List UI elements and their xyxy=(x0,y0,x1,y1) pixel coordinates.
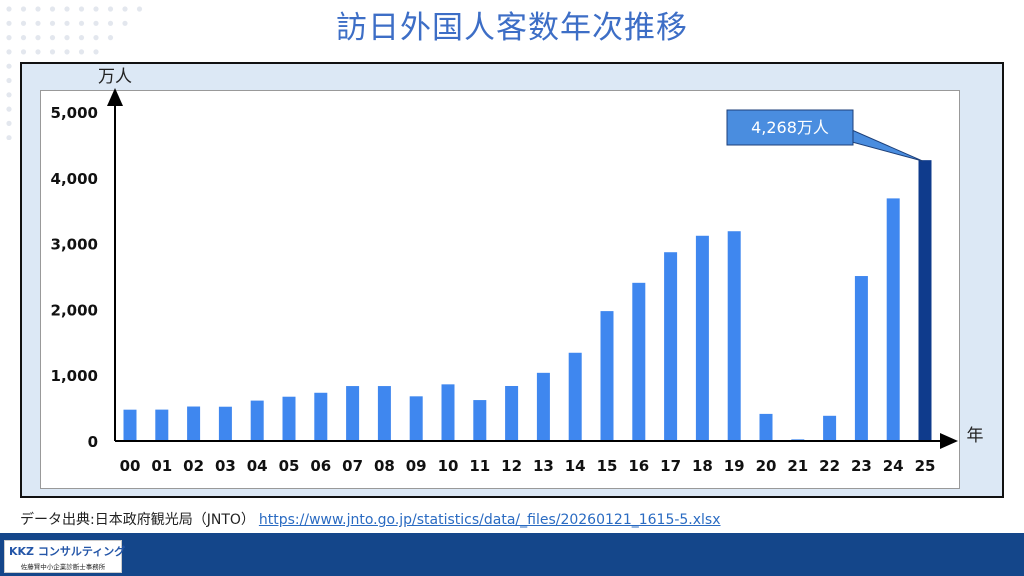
x-axis-label: 年 xyxy=(967,426,984,446)
y-tick-label: 4,000 xyxy=(51,170,98,188)
x-tick-label: 19 xyxy=(724,457,745,475)
x-tick-label: 05 xyxy=(279,457,300,475)
x-tick-label: 00 xyxy=(120,457,141,475)
bar-20 xyxy=(759,413,773,441)
x-tick-label: 02 xyxy=(183,457,204,475)
bar-25 xyxy=(918,160,932,442)
x-tick-label: 20 xyxy=(756,457,777,475)
bar-22 xyxy=(823,415,837,441)
bar-23 xyxy=(854,276,868,441)
company-logo: KKZ コンサルティング 佐藤賢中小企業診断士事務所 xyxy=(4,540,126,573)
x-tick-label: 13 xyxy=(533,457,554,475)
x-tick-label: 23 xyxy=(851,457,872,475)
bar-15 xyxy=(600,311,614,441)
x-tick-label: 22 xyxy=(819,457,840,475)
x-tick-label: 17 xyxy=(660,457,681,475)
x-tick-label: 10 xyxy=(438,457,459,475)
x-tick-label: 09 xyxy=(406,457,427,475)
bar-17 xyxy=(664,252,678,441)
y-tick-label: 3,000 xyxy=(51,236,98,254)
bar-01 xyxy=(155,409,169,441)
decorative-dots xyxy=(6,6,143,140)
bar-12 xyxy=(505,385,519,441)
bar-13 xyxy=(536,372,550,441)
source-link[interactable]: https://www.jnto.go.jp/statistics/data/_… xyxy=(258,512,721,528)
bar-02 xyxy=(187,406,201,441)
x-tick-label: 25 xyxy=(915,457,936,475)
x-tick-label: 14 xyxy=(565,457,586,475)
bar-04 xyxy=(250,400,264,441)
bar-06 xyxy=(314,392,328,441)
x-tick-label: 01 xyxy=(151,457,172,475)
x-tick-label: 06 xyxy=(310,457,331,475)
footer-bar xyxy=(0,533,1024,576)
bar-24 xyxy=(886,198,900,441)
y-tick-label: 2,000 xyxy=(51,301,98,319)
logo-subtitle: 佐藤賢中小企業診断士事務所 xyxy=(20,563,106,571)
y-tick-label: 0 xyxy=(88,433,98,451)
bar-09 xyxy=(409,396,423,441)
bar-19 xyxy=(727,231,741,441)
bar-14 xyxy=(568,352,582,441)
x-tick-label: 04 xyxy=(247,457,268,475)
bar-10 xyxy=(441,384,455,441)
bar-03 xyxy=(218,406,232,441)
x-tick-label: 03 xyxy=(215,457,236,475)
y-axis-label: 万人 xyxy=(98,67,132,87)
bar-05 xyxy=(282,396,296,441)
source-note: データ出典:日本政府観光局（JNTO） https://www.jnto.go.j… xyxy=(20,509,721,529)
page-title: 訪日外国人客数年次推移 xyxy=(336,10,688,46)
x-tick-label: 08 xyxy=(374,457,395,475)
x-tick-label: 21 xyxy=(787,457,808,475)
bar-18 xyxy=(695,235,709,441)
x-tick-label: 11 xyxy=(469,457,490,475)
bar-07 xyxy=(346,386,360,441)
bar-16 xyxy=(632,282,646,441)
callout-box xyxy=(726,109,854,146)
y-tick-label: 1,000 xyxy=(51,367,98,385)
logo-name: KKZ コンサルティング xyxy=(9,545,126,558)
x-tick-label: 15 xyxy=(597,457,618,475)
callout-pointer xyxy=(851,129,924,162)
bar-08 xyxy=(377,386,391,441)
source-label: データ出典:日本政府観光局（JNTO） xyxy=(20,512,255,528)
x-tick-label: 07 xyxy=(342,457,363,475)
y-tick-label: 5,000 xyxy=(51,104,98,122)
bar-00 xyxy=(123,409,137,441)
x-tick-label: 24 xyxy=(883,457,904,475)
x-tick-label: 16 xyxy=(628,457,649,475)
bar-11 xyxy=(473,400,487,441)
x-tick-label: 12 xyxy=(501,457,522,475)
callout-text: 4,268万人 xyxy=(751,118,829,137)
x-tick-label: 18 xyxy=(692,457,713,475)
